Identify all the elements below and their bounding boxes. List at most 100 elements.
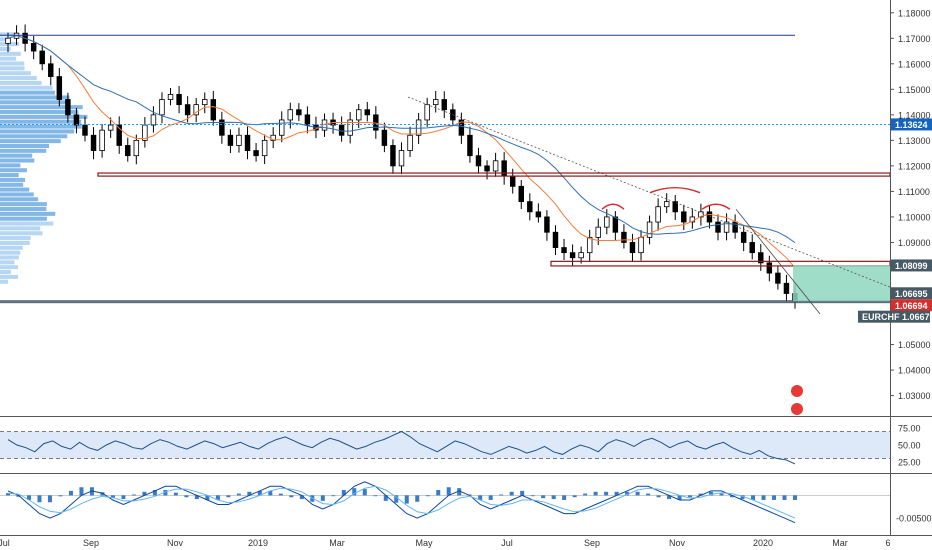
volume-profile-bar [0, 51, 21, 56]
candle [176, 94, 182, 106]
macd-histogram-bar [688, 495, 693, 498]
price-label: 1.06694 [895, 301, 928, 311]
candle [227, 134, 234, 146]
candle [381, 129, 388, 146]
candle [321, 119, 328, 131]
volume-profile-bar [0, 255, 19, 260]
candle [638, 236, 644, 254]
volume-profile-bar [0, 143, 50, 148]
rsi-band [0, 431, 890, 459]
price-label-box [891, 287, 932, 300]
candle [116, 124, 122, 146]
candle [304, 114, 311, 126]
candle [612, 216, 619, 233]
candle [749, 242, 755, 254]
macd-histogram-bar [299, 495, 304, 500]
rsi-line [7, 430, 796, 465]
volume-profile-bar [0, 270, 11, 275]
macd-histogram-bar [383, 495, 388, 501]
candle [73, 114, 80, 126]
candle [535, 211, 542, 218]
volume-profile-bar [0, 76, 37, 81]
price-axis[interactable]: 1.18000 1.17000 1.16000 1.15000 1.14000 1.130… [858, 0, 932, 535]
macd-histogram-bar [110, 495, 115, 498]
time-label: Sep [83, 538, 99, 548]
candle [595, 226, 601, 238]
candle [142, 124, 148, 141]
volume-profile-bar [0, 187, 30, 192]
macd-histogram-bar [604, 491, 609, 496]
price-tick-label: 1.12000 [898, 161, 931, 171]
macd-histogram-bar [194, 495, 199, 500]
macd-histogram-bar [677, 495, 682, 500]
volume-profile-bar [0, 240, 30, 245]
macd-histogram-bar [562, 495, 567, 500]
time-label: 6 [885, 538, 890, 548]
candle [167, 94, 174, 100]
candle [441, 99, 447, 111]
pattern-arc [701, 203, 731, 210]
macd-histogram-bar [530, 495, 535, 497]
macd-histogram-bar [247, 491, 252, 496]
volume-profile-bar [0, 119, 82, 124]
volume-profile-bar [0, 139, 61, 144]
volume-profile-bar [0, 226, 41, 231]
candle [604, 216, 610, 228]
time-label: Jul [501, 538, 513, 548]
price-pane[interactable] [0, 24, 932, 536]
volume-profile-bar [0, 56, 17, 61]
price-tick-label: 1.16000 [898, 59, 931, 69]
candle [65, 99, 71, 116]
support-zone-lower [550, 260, 891, 267]
candle [261, 139, 268, 157]
candle [629, 242, 636, 254]
macd-histogram-bar [394, 495, 399, 503]
moving-average-slow [7, 35, 796, 244]
candle [338, 124, 345, 136]
price-tick-label: 1.18000 [898, 8, 931, 18]
volume-profile-bar [0, 236, 31, 241]
macd-histogram-bar [646, 493, 651, 496]
rsi-pane[interactable]: 75.00 50.00 25.00 [0, 424, 921, 468]
rsi-tick-label: 75.00 [898, 424, 921, 434]
macd-histogram-bar [782, 495, 787, 500]
time-axis[interactable]: Jul Sep Nov 2019 Mar May Jul Sep Nov 2020 Mar 6 [0, 538, 891, 548]
price-tick-label: 1.14000 [898, 110, 931, 120]
time-label: Sep [584, 538, 600, 548]
candle [202, 99, 208, 106]
macd-pane[interactable]: -0.00500 [0, 481, 932, 524]
macd-histogram-bar [509, 491, 514, 496]
candle [527, 201, 533, 213]
volume-profile-bar [0, 163, 21, 168]
macd-histogram-bar [730, 495, 735, 498]
price-tick-label: 1.05000 [898, 340, 931, 350]
macd-histogram-bar [373, 495, 378, 497]
macd-histogram-bar [698, 493, 703, 496]
candle [407, 134, 413, 151]
volume-profile-bar [0, 105, 83, 110]
target-zone [793, 265, 890, 302]
current-price-band [0, 300, 890, 304]
macd-histogram-bar [47, 495, 52, 503]
macd-histogram-bar [163, 489, 168, 496]
macd-histogram-bar [58, 495, 63, 497]
volume-profile-bar [0, 231, 43, 236]
volume-profile-bar [0, 177, 26, 182]
candle [458, 119, 465, 136]
candle [569, 252, 576, 259]
candle [706, 211, 713, 223]
macd-histogram-bar [100, 492, 105, 496]
volume-profile-bar [0, 274, 19, 279]
volume-profile-bar [0, 71, 31, 76]
macd-histogram-bar [551, 495, 556, 500]
price-tick-label: 1.13000 [898, 136, 931, 146]
macd-histogram-bar [446, 487, 451, 496]
volume-profile-bar [0, 250, 21, 255]
candle [467, 134, 473, 157]
macd-histogram-bar [583, 493, 588, 496]
macd-histogram-bar [131, 494, 136, 496]
rsi-tick-label: 50.00 [898, 441, 921, 451]
macd-histogram-bar [541, 495, 546, 499]
volume-profile-bar [0, 211, 56, 216]
